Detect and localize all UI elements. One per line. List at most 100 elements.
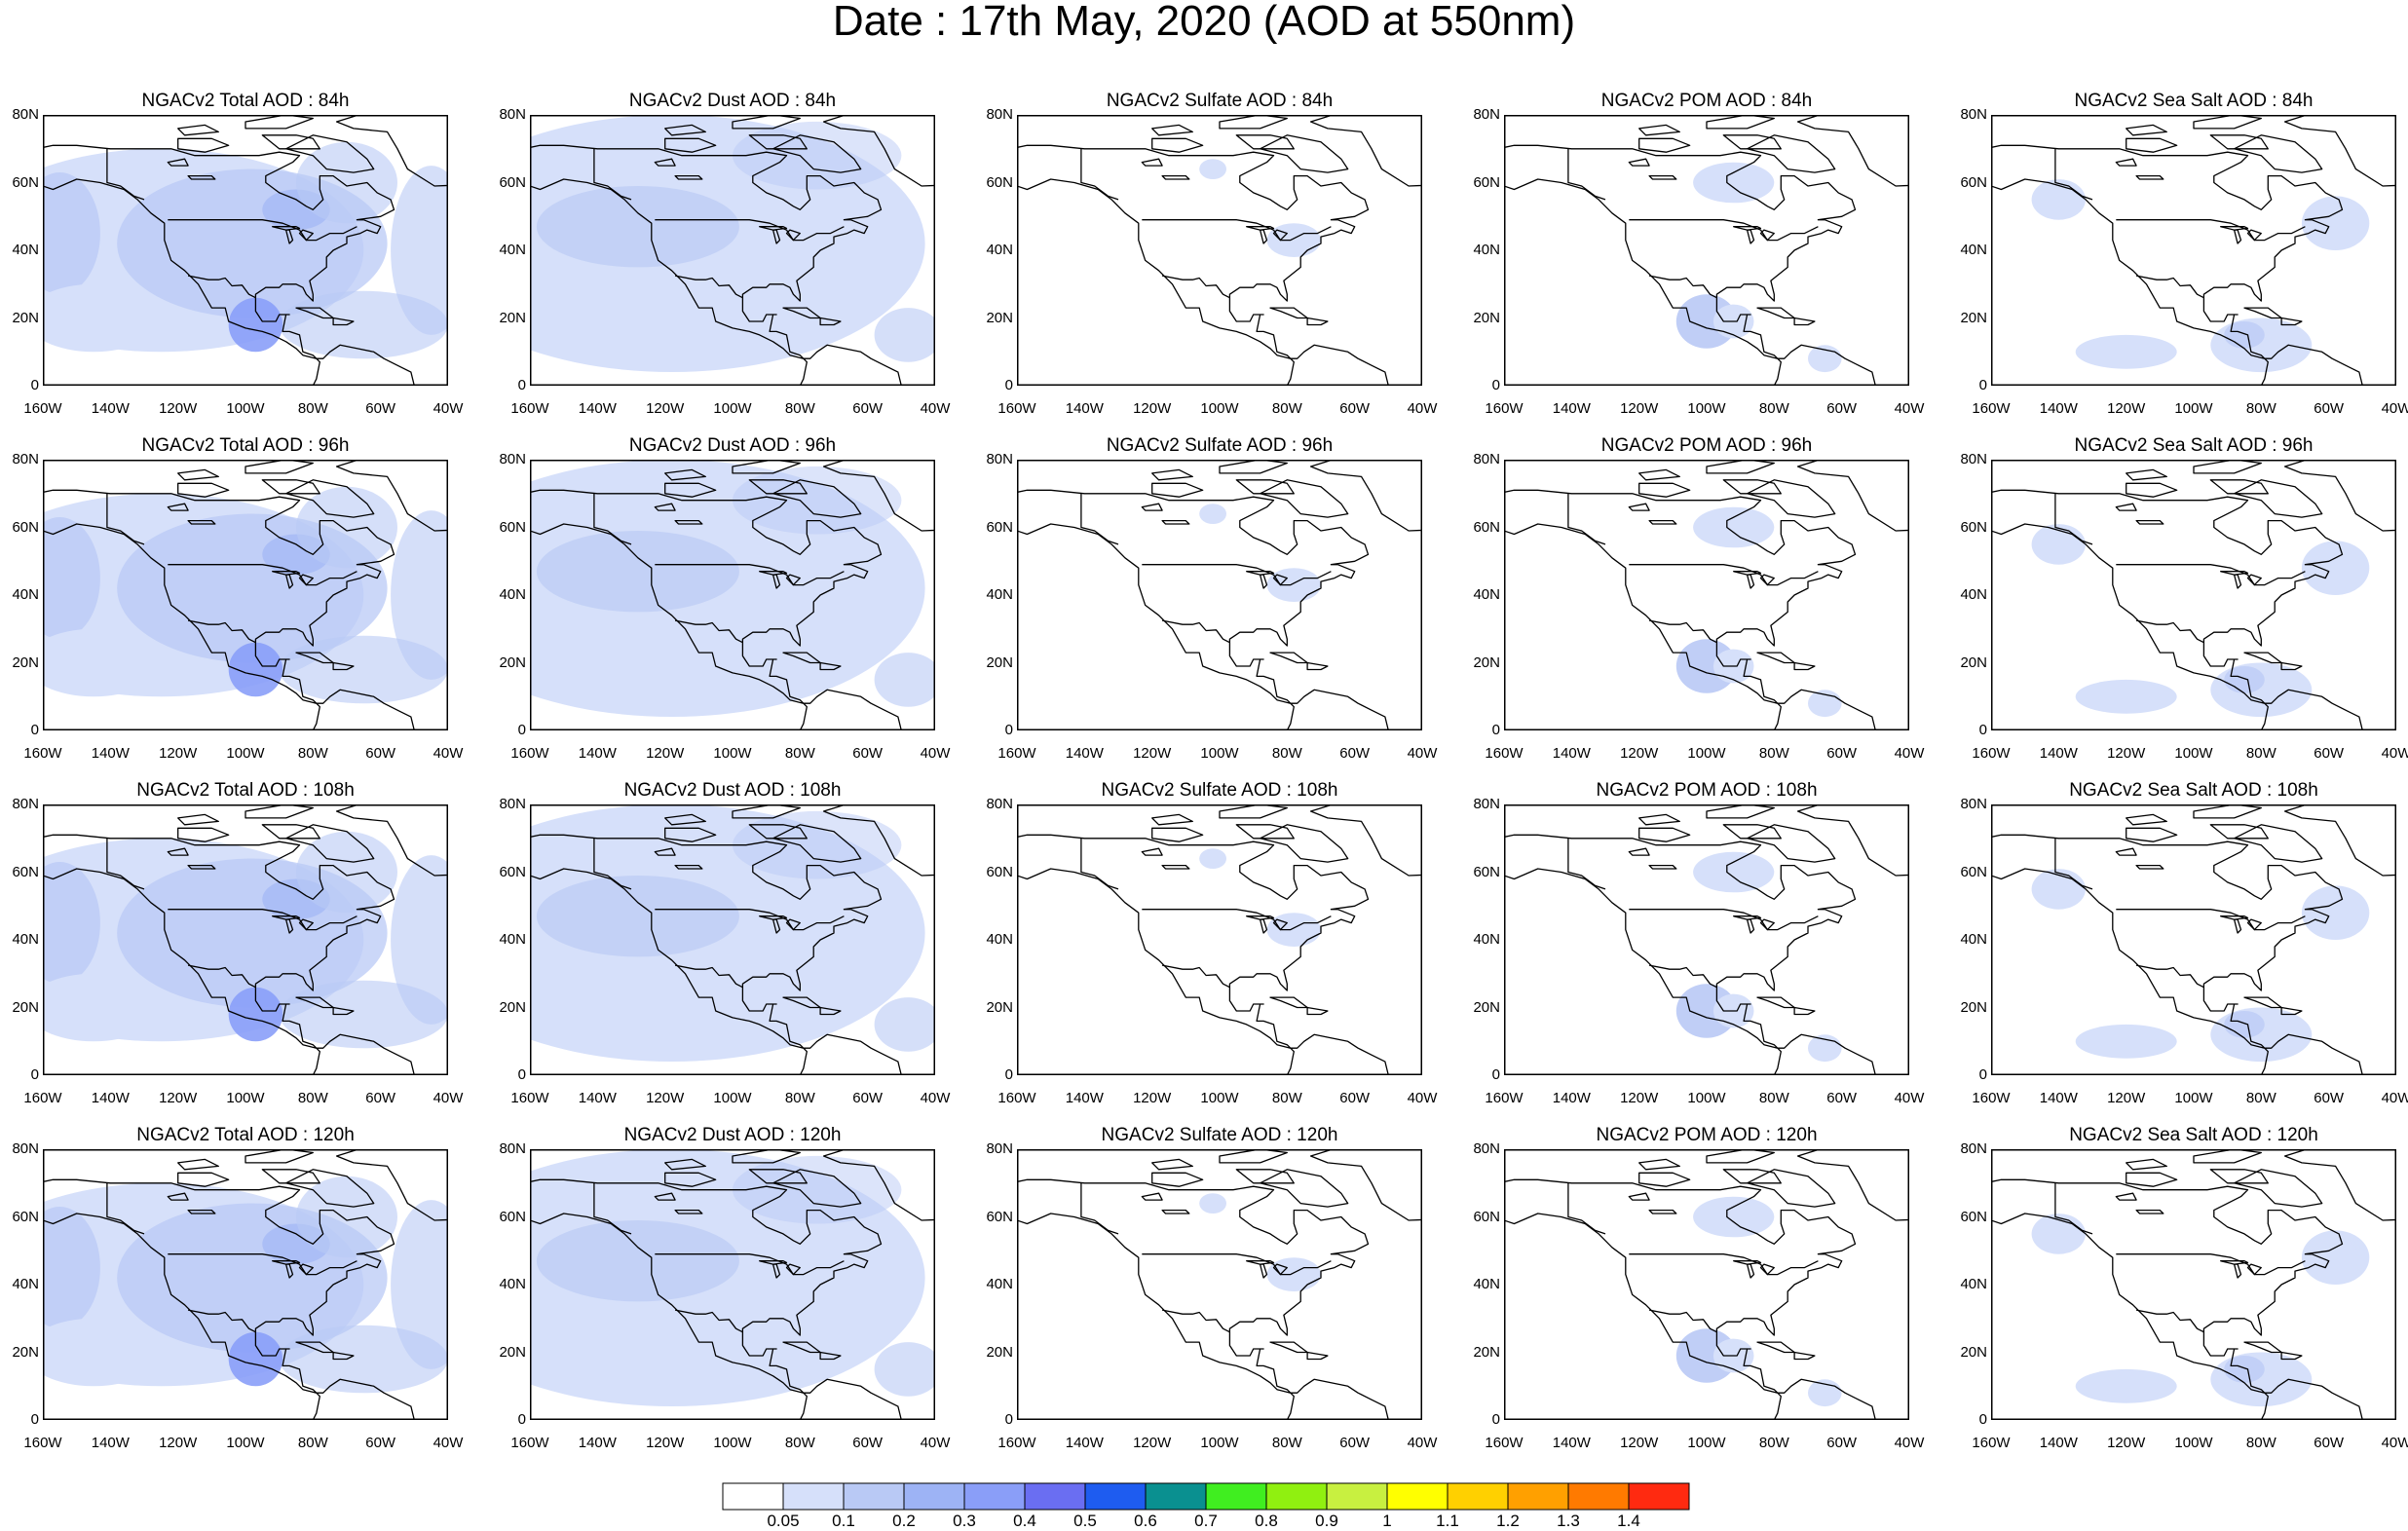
lon-tick-label: 40W	[1894, 1435, 1925, 1451]
coastline	[2233, 824, 2323, 863]
coastline	[1793, 661, 1816, 671]
coastline	[1309, 1149, 1422, 1221]
lon-tick-label: 140W	[1065, 400, 1104, 417]
lon-tick-label: 100W	[2174, 400, 2213, 417]
coastline	[43, 1178, 417, 1420]
map-plot	[1017, 804, 1422, 1075]
coastline	[771, 134, 862, 173]
lat-tick-label: 0	[1978, 722, 1987, 738]
country-border	[2135, 275, 2204, 299]
colorbar-tick-label: 0.3	[953, 1512, 976, 1530]
coastline	[664, 1172, 717, 1187]
aod-shading	[536, 1220, 739, 1302]
map-panel: NGACv2 Sulfate AOD : 84h 80N 60N 40N 20N 0 16…	[974, 92, 1461, 432]
aod-shading	[874, 653, 935, 707]
coastline	[819, 317, 842, 326]
country-border	[2054, 1182, 2093, 1235]
lat-tick-label: 80N	[12, 451, 39, 467]
lon-tick-label: 80W	[1758, 400, 1789, 417]
colorbar-tick-label: 0.05	[767, 1512, 800, 1530]
lon-tick-label: 60W	[2314, 745, 2345, 762]
colorbar-swatch	[782, 1482, 845, 1511]
coastline	[261, 134, 320, 150]
lon-tick-label: 80W	[1271, 400, 1302, 417]
map-frame	[43, 115, 448, 386]
lat-tick-label: 60N	[1473, 863, 1500, 880]
aod-shading	[2210, 317, 2313, 373]
lake-outline	[1161, 864, 1190, 870]
lake-outline	[1648, 174, 1677, 180]
map-plot	[1504, 1149, 1909, 1420]
aod-shading	[296, 831, 397, 914]
lon-tick-label: 60W	[1339, 1090, 1371, 1106]
lon-tick-label: 140W	[1065, 1435, 1104, 1451]
aod-shading	[874, 1342, 935, 1397]
lat-tick-label: 60N	[12, 863, 39, 880]
lat-tick-label: 80N	[12, 1140, 39, 1157]
country-border	[2054, 838, 2093, 890]
aod-shading	[1808, 1379, 1842, 1407]
coastline	[664, 1158, 706, 1171]
lon-tick-label: 100W	[1687, 400, 1726, 417]
lake-outline	[1648, 864, 1677, 870]
lon-tick-label: 140W	[1552, 400, 1591, 417]
coastline	[1235, 1169, 1295, 1184]
lake-outline	[674, 519, 703, 525]
lake-outline	[2135, 1209, 2164, 1214]
lon-tick-label: 40W	[433, 1090, 464, 1106]
coastline	[819, 1006, 842, 1016]
aod-shading	[733, 810, 902, 879]
panel-title: NGACv2 POM AOD : 96h	[1600, 435, 1813, 456]
map-panel: NGACv2 Total AOD : 84h 80N 60N 40N 20N 0 160W…	[0, 92, 487, 432]
coastline	[2243, 1341, 2282, 1354]
lat-tick-label: 40N	[986, 931, 1013, 948]
lon-tick-label: 60W	[2314, 400, 2345, 417]
lat-tick-label: 20N	[986, 309, 1013, 326]
lon-tick-label: 40W	[2381, 400, 2408, 417]
coastline	[261, 824, 320, 840]
coastline	[1309, 115, 1422, 187]
coastline	[2233, 134, 2323, 173]
coastline	[771, 1169, 862, 1208]
panel-title: NGACv2 Sea Salt AOD : 108h	[2069, 780, 2318, 801]
country-border	[168, 909, 357, 931]
lat-tick-label: 60N	[499, 863, 526, 880]
coastline	[1151, 482, 1204, 498]
lon-tick-label: 140W	[1065, 745, 1104, 762]
lake-outline	[187, 174, 216, 180]
country-border	[187, 275, 256, 299]
lake-outline	[1746, 229, 1755, 244]
aod-shading	[874, 308, 935, 362]
coastline	[2209, 479, 2269, 495]
lake-outline	[1746, 574, 1755, 589]
lat-tick-label: 40N	[499, 1276, 526, 1292]
panel-title: NGACv2 Sea Salt AOD : 84h	[2074, 91, 2314, 111]
lat-tick-label: 60N	[499, 1208, 526, 1225]
lon-tick-label: 40W	[2381, 745, 2408, 762]
lake-outline	[2220, 915, 2249, 920]
coastline	[1722, 1169, 1782, 1184]
lat-tick-label: 60N	[12, 518, 39, 536]
lon-tick-label: 160W	[1972, 745, 2011, 762]
lake-outline	[2220, 226, 2249, 231]
lon-tick-label: 80W	[784, 1435, 815, 1451]
coastline	[748, 824, 808, 840]
lon-tick-label: 100W	[1687, 1090, 1726, 1106]
coastline	[1722, 824, 1782, 840]
colorbar-tick-label: 0.2	[892, 1512, 916, 1530]
lake-outline	[187, 519, 216, 525]
lat-tick-label: 40N	[12, 586, 39, 603]
colorbar-tick-label: 0.6	[1134, 1512, 1157, 1530]
coastline	[1796, 115, 1909, 187]
coastline	[819, 661, 842, 671]
lat-tick-label: 60N	[986, 173, 1013, 191]
colorbar-swatch	[963, 1482, 1026, 1511]
coastline	[1151, 827, 1204, 842]
map-panel: NGACv2 Total AOD : 108h 80N 60N 40N 20N 0 160…	[0, 781, 487, 1122]
map-frame	[530, 460, 935, 730]
lat-tick-label: 0	[1004, 1411, 1013, 1428]
lake-outline	[2220, 571, 2249, 576]
lon-tick-label: 160W	[23, 1435, 62, 1451]
coastline	[1796, 460, 1909, 532]
coastline	[1235, 134, 1295, 150]
